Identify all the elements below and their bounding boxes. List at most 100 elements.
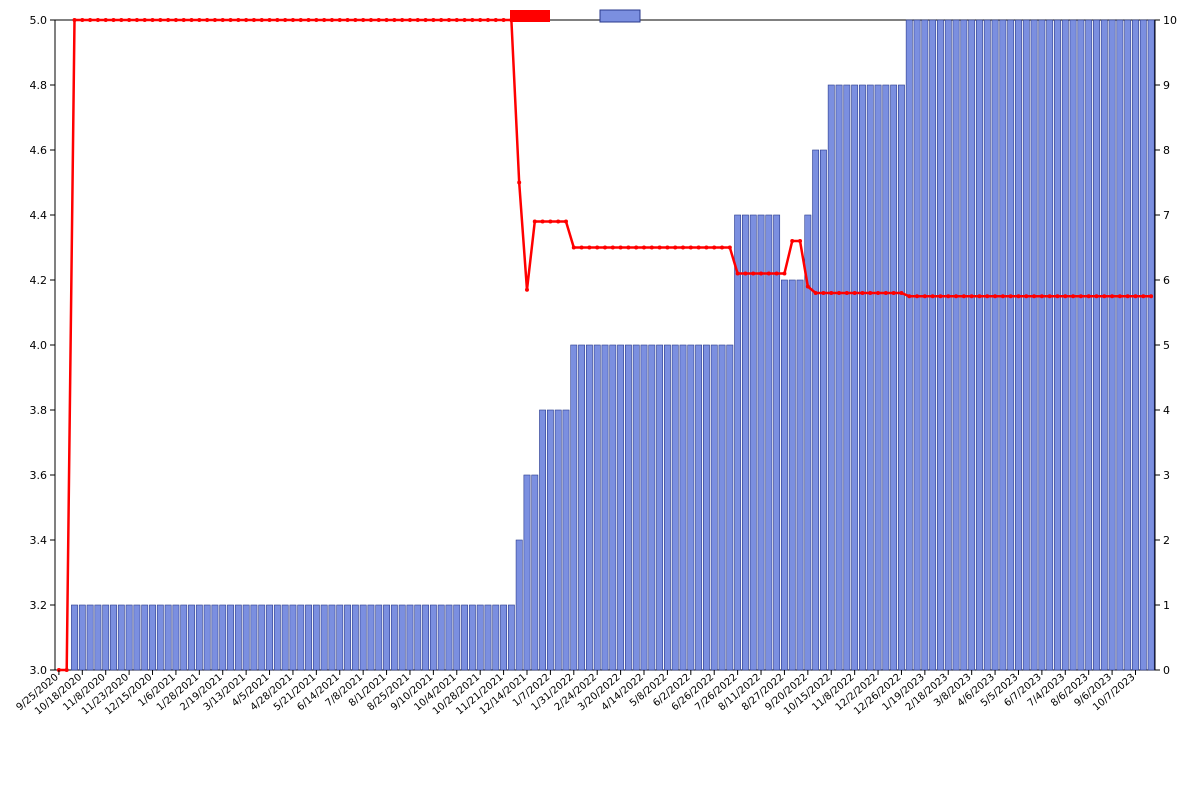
y-left-tick-label: 3.8 <box>30 404 48 417</box>
line-marker <box>728 246 732 250</box>
line-marker <box>104 18 108 22</box>
line-marker <box>892 291 896 295</box>
bar <box>149 605 155 670</box>
line-marker <box>236 18 240 22</box>
line-marker <box>314 18 318 22</box>
bar <box>532 475 538 670</box>
bar <box>290 605 296 670</box>
line-marker <box>1110 294 1114 298</box>
line-marker <box>346 18 350 22</box>
line-marker <box>119 18 123 22</box>
bar <box>703 345 709 670</box>
line-marker <box>970 294 974 298</box>
y-right-tick-label: 9 <box>1163 79 1170 92</box>
bar <box>266 605 272 670</box>
line-marker <box>556 220 560 224</box>
line-marker <box>580 246 584 250</box>
line-marker <box>166 18 170 22</box>
y-left-tick-label: 4.4 <box>30 209 48 222</box>
line-marker <box>1032 294 1036 298</box>
line-marker <box>611 246 615 250</box>
line-marker <box>1040 294 1044 298</box>
bar <box>337 605 343 670</box>
bar <box>118 605 124 670</box>
line-marker <box>712 246 716 250</box>
bar <box>1008 20 1014 670</box>
bar <box>813 150 819 670</box>
bar <box>321 605 327 670</box>
bar <box>852 85 858 670</box>
y-left-tick-label: 4.2 <box>30 274 48 287</box>
bar <box>774 215 780 670</box>
line-marker <box>603 246 607 250</box>
bar <box>243 605 249 670</box>
y-left-tick-label: 4.0 <box>30 339 48 352</box>
bar <box>1031 20 1037 670</box>
bar <box>274 605 280 670</box>
line-marker <box>517 181 521 185</box>
bar <box>1000 20 1006 670</box>
line-marker <box>1071 294 1075 298</box>
bar <box>1078 20 1084 670</box>
bar <box>422 605 428 670</box>
y-right-tick-label: 7 <box>1163 209 1170 222</box>
bar <box>664 345 670 670</box>
y-left-tick-label: 3.6 <box>30 469 48 482</box>
bar <box>1015 20 1021 670</box>
line-marker <box>572 246 576 250</box>
bar <box>547 410 553 670</box>
bar <box>477 605 483 670</box>
line-marker <box>455 18 459 22</box>
bar <box>922 20 928 670</box>
bar <box>188 605 194 670</box>
bar <box>95 605 101 670</box>
bar <box>719 345 725 670</box>
line-marker <box>775 272 779 276</box>
line-marker <box>1118 294 1122 298</box>
y-right-tick-label: 6 <box>1163 274 1170 287</box>
y-right-tick-label: 1 <box>1163 599 1170 612</box>
bar <box>555 410 561 670</box>
bar <box>157 605 163 670</box>
bar <box>1148 20 1154 670</box>
bar <box>1125 20 1131 670</box>
line-marker <box>1055 294 1059 298</box>
bar <box>251 605 257 670</box>
line-marker <box>291 18 295 22</box>
line-marker <box>283 18 287 22</box>
bar <box>79 605 85 670</box>
line-marker <box>400 18 404 22</box>
y-left-tick-label: 5.0 <box>30 14 48 27</box>
bar <box>680 345 686 670</box>
bar <box>969 20 975 670</box>
bar <box>220 605 226 670</box>
bar <box>695 345 701 670</box>
line-marker <box>1141 294 1145 298</box>
chart-svg: 3.03.23.43.63.84.04.24.44.64.85.00123456… <box>0 0 1200 800</box>
bar <box>1093 20 1099 670</box>
y-right-tick-label: 3 <box>1163 469 1170 482</box>
y-left-tick-label: 3.0 <box>30 664 48 677</box>
bar <box>610 345 616 670</box>
bar <box>305 605 311 670</box>
line-marker <box>697 246 701 250</box>
line-marker <box>158 18 162 22</box>
bar <box>828 85 834 670</box>
line-marker <box>330 18 334 22</box>
bar <box>797 280 803 670</box>
bar <box>602 345 608 670</box>
line-marker <box>868 291 872 295</box>
bar <box>461 605 467 670</box>
bar <box>71 605 77 670</box>
bar <box>1070 20 1076 670</box>
bar <box>727 345 733 670</box>
line-marker <box>307 18 311 22</box>
bar <box>914 20 920 670</box>
line-marker <box>743 272 747 276</box>
line-marker <box>1149 294 1153 298</box>
bar <box>508 605 514 670</box>
line-marker <box>65 668 69 672</box>
line-marker <box>213 18 217 22</box>
line-marker <box>299 18 303 22</box>
line-marker <box>1063 294 1067 298</box>
